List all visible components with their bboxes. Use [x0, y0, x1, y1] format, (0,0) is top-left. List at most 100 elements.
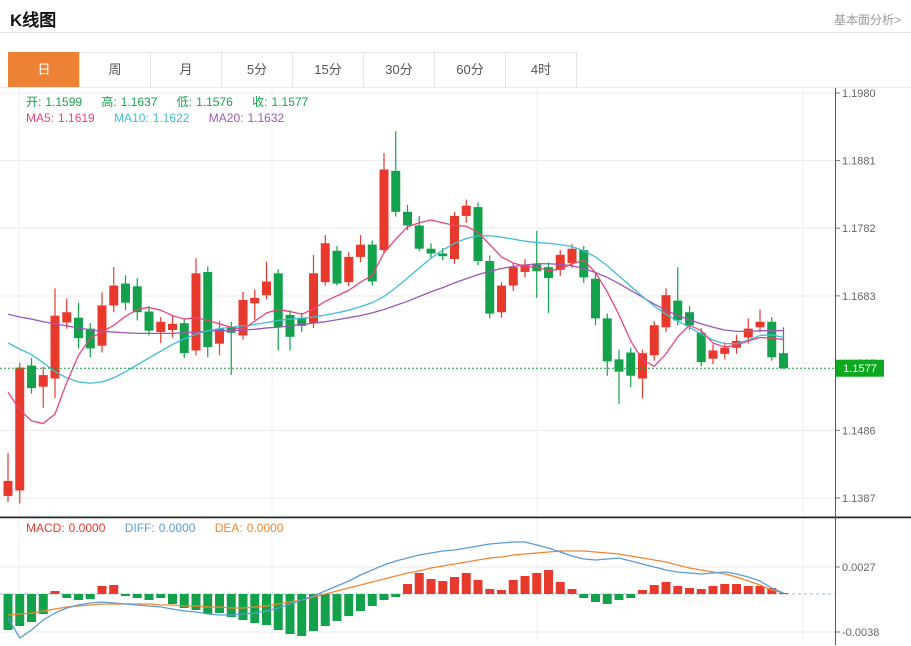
macd-bar: [673, 586, 683, 594]
macd-bar: [591, 594, 600, 602]
candle-body: [97, 305, 107, 346]
timeframe-tabs: 日周月 5分 15分 30分 60分 4时: [8, 52, 577, 88]
candle-body: [297, 317, 307, 326]
candle-body: [438, 253, 448, 257]
candle-body: [38, 375, 48, 387]
macd-bar: [685, 588, 694, 594]
dea-line: [7, 550, 784, 616]
dea-value: 0.0000: [246, 521, 284, 535]
candle-body: [356, 244, 365, 257]
candle-body: [273, 273, 283, 328]
diff-label: DIFF:: [124, 521, 155, 535]
candle-body: [555, 254, 565, 270]
macd-bar: [497, 590, 506, 594]
candle-body: [743, 328, 753, 338]
page-title: K线图: [10, 11, 57, 30]
low-label: 低:: [176, 95, 193, 109]
macd-legend: MACD: 0.0000 DIFF: 0.0000 DEA: 0.0000: [26, 521, 287, 535]
macd-bar: [767, 588, 777, 594]
candle-body: [62, 312, 72, 323]
price-axis-label: 1.1980: [842, 88, 876, 100]
candle-body: [461, 205, 471, 216]
dea-label: DEA:: [214, 521, 243, 535]
header-divider: [0, 32, 911, 33]
candle-body: [544, 267, 553, 279]
macd-bar: [297, 594, 307, 636]
macd-bar: [403, 584, 412, 594]
candle-body: [579, 250, 589, 278]
macd-bar: [191, 594, 201, 610]
macd-label: MACD:: [26, 521, 65, 535]
ohlc-legend: 开: 1.1599 高: 1.1637 低: 1.1576 收: 1.1577: [26, 93, 312, 110]
macd-bar: [532, 573, 542, 594]
macd-bar: [696, 589, 706, 594]
ma-legend: MA5: 1.1619 MA10: 1.1622 MA20: 1.1632: [26, 111, 288, 125]
macd-bar: [344, 594, 354, 616]
tab-60min[interactable]: 60分: [434, 52, 506, 88]
macd-bar: [555, 582, 565, 594]
macd-bar: [743, 586, 753, 594]
candle-body: [379, 169, 389, 251]
macd-bar: [285, 594, 295, 634]
candle-body: [508, 267, 518, 286]
macd-bar: [273, 594, 283, 630]
candle-body: [344, 256, 354, 283]
ma10-line: [7, 235, 784, 384]
ma5-label: MA5:: [26, 111, 55, 125]
candle-body: [121, 283, 130, 303]
tab-4hour[interactable]: 4时: [505, 52, 577, 88]
candle-body: [497, 285, 506, 313]
macd-bar: [226, 594, 236, 617]
macd-axis-label: -0.0038: [842, 627, 879, 639]
price-axis-label: 1.1387: [842, 493, 876, 505]
macd-bar: [391, 594, 401, 597]
candle-body: [15, 367, 25, 491]
macd-bar: [779, 593, 788, 594]
candle-body: [755, 321, 765, 328]
candle-body: [485, 261, 495, 314]
candle-body: [673, 300, 683, 321]
candle-body: [779, 353, 788, 369]
tab-week[interactable]: 周: [79, 52, 151, 88]
macd-axis-label: 0.0027: [842, 562, 876, 574]
macd-bar: [50, 591, 60, 594]
fundamental-analysis-link[interactable]: 基本面分析>: [833, 13, 901, 27]
candle-body: [708, 350, 718, 359]
ma5-line: [7, 219, 784, 425]
tab-day[interactable]: 日: [8, 52, 80, 88]
ma20-line: [7, 263, 784, 335]
candle-body: [391, 170, 401, 212]
candle-body: [685, 312, 694, 326]
tab-5min[interactable]: 5分: [221, 52, 293, 88]
candle-body: [414, 225, 424, 249]
macd-bar: [179, 594, 189, 608]
candle-body: [591, 278, 600, 319]
candle-body: [50, 315, 60, 379]
panel-separator: [0, 516, 911, 519]
tab-30min[interactable]: 30分: [363, 52, 435, 88]
macd-bar: [262, 594, 271, 625]
high-value: 1.1637: [120, 95, 158, 109]
macd-bar: [238, 594, 248, 620]
price-axis-label: 1.1782: [842, 223, 876, 235]
macd-bar: [414, 573, 424, 594]
price-axis-label: 1.1683: [842, 291, 876, 303]
macd-bar: [426, 579, 436, 594]
macd-bar: [485, 589, 495, 594]
macd-bar: [614, 594, 624, 600]
macd-bar: [250, 594, 260, 623]
ma10-label: MA10:: [114, 111, 149, 125]
macd-value: 0.0000: [68, 521, 106, 535]
candle-body: [450, 215, 459, 259]
ma20-value: 1.1632: [247, 111, 285, 125]
candle-body: [3, 480, 13, 496]
macd-bar: [320, 594, 330, 626]
macd-bar: [121, 594, 130, 596]
macd-bar: [367, 594, 377, 606]
open-label: 开:: [26, 95, 42, 109]
candle-body: [132, 286, 142, 313]
candle-body: [638, 353, 647, 379]
candle-body: [767, 321, 777, 358]
